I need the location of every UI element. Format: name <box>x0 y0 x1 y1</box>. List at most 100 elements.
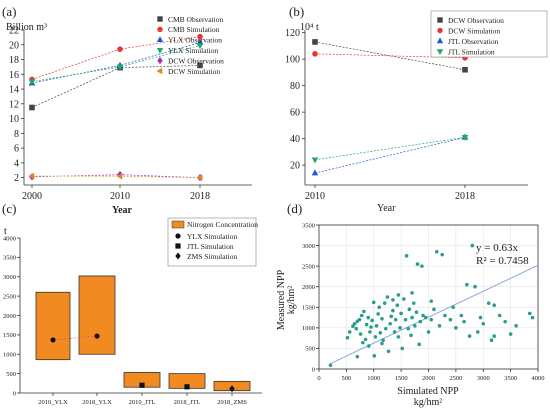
panel-b-ytick-label: 20 <box>290 161 300 172</box>
panel-a-data-point <box>197 62 203 69</box>
panel-a-xlabel: Year <box>112 205 133 216</box>
panel-c-ytick-label: 3000 <box>3 274 16 281</box>
panel-b-legend-marker <box>436 37 444 44</box>
panel-d-scatter-point <box>459 313 464 318</box>
panel-d-scatter-point <box>381 338 385 343</box>
panel-c-ytick-label: 1000 <box>3 352 16 359</box>
panel-d-scatter-point <box>448 317 453 322</box>
panel-a-ytick-label: 18 <box>9 55 19 66</box>
panel-d-ylabel-unit: kg/hm² <box>286 286 297 315</box>
panel-b-data-point <box>311 157 319 164</box>
panel-c-ytick-label: 0 <box>13 390 16 397</box>
panel-b-data-point <box>312 39 318 45</box>
panel-d-xtick-label: 500 <box>342 375 352 382</box>
panel-a-data-point <box>29 104 35 111</box>
panel-d-scatter-point <box>407 307 412 312</box>
panel-d-scatter-point <box>399 311 403 316</box>
panel-d-xtick-label: 2500 <box>449 375 462 382</box>
panel-d-scatter-point <box>366 315 371 320</box>
panel-d-scatter-point <box>410 315 414 320</box>
panel-d-scatter-point <box>406 326 411 331</box>
panel-d-xtick-label: 3000 <box>477 375 490 382</box>
panel-a-series-line <box>31 42 201 84</box>
panel-b-data-point <box>461 134 469 142</box>
panel-d-scatter-point <box>403 317 408 322</box>
panel-c-simulation-point <box>139 382 145 388</box>
panel-d-scatter-point <box>396 335 401 339</box>
panel-d-scatter-point <box>415 262 420 266</box>
panel-c-legend-marker <box>175 243 181 249</box>
panel-d-scatter-point <box>391 308 395 313</box>
panel-b-xlabel: Year <box>377 203 396 214</box>
panel-c-legend-label: Nitrogen Concentration <box>187 220 258 229</box>
panel-c-ytick-label: 500 <box>6 371 16 378</box>
panel-d-scatter-point <box>383 326 388 331</box>
panel-a-series-line <box>31 36 201 80</box>
panel-c-legend-label: YLX Simulation <box>187 232 237 241</box>
panel-a-legend-marker <box>156 36 164 43</box>
panel-a-data-point <box>116 172 123 180</box>
panel-a-legend-marker <box>156 47 164 54</box>
panel-d-scatter-point <box>361 340 365 345</box>
panel-d-tag: (d) <box>287 201 302 216</box>
panel-d-ytick-label: 3000 <box>302 243 315 250</box>
panel-d-scatter-point <box>478 315 483 320</box>
panel-d-scatter-point <box>371 300 376 305</box>
panel-d-ylabel: Measured NPP <box>276 269 287 330</box>
panel-b-legend-label: JTL Simulation <box>448 47 495 56</box>
panel-d-scatter-point <box>486 301 491 305</box>
panel-a-data-point <box>196 43 204 50</box>
panel-d-scatter-point <box>462 319 466 324</box>
panel-a-data-point <box>196 174 203 181</box>
panel-a-legend-label: CMB Observation <box>168 15 223 24</box>
panel-a-ytick-label: 14 <box>9 85 19 96</box>
panel-d-scatter-point <box>398 326 402 330</box>
panel-d-scatter-point <box>429 299 434 303</box>
panel-b-ytick-label: 60 <box>290 108 300 119</box>
panel-b-legend-marker <box>437 27 443 34</box>
panel-a-ytick-label: 2 <box>14 173 19 184</box>
panel-a-series-line <box>31 65 201 108</box>
panel-c-ylabel: t <box>4 226 7 237</box>
panel-a-xtick-label: 2010 <box>110 191 130 202</box>
panel-d-ytick-label: 1500 <box>302 305 315 312</box>
panel-a-ytick-label: 6 <box>14 144 19 155</box>
panel-d-scatter-point <box>426 330 431 334</box>
panel-c-legend-marker <box>175 252 181 260</box>
panel-d-scatter-point <box>492 334 497 338</box>
panel-a: (a) Billion m³ 2 4 6 8 10 12 14 16 18 20 22 2000 201… <box>2 4 252 216</box>
panel-d-scatter-point <box>377 305 382 310</box>
panel-b-series-line <box>314 136 466 161</box>
panel-c-ytick-label: 2500 <box>3 293 16 300</box>
panel-a-legend-label: DCW Simulation <box>168 67 220 76</box>
panel-a-tag: (a) <box>2 4 16 19</box>
panel-b-legend-marker <box>437 17 443 23</box>
panel-c-ytick-label: 4000 <box>3 235 16 242</box>
panel-d-scatter-point <box>402 297 406 301</box>
panel-b-xtick-label: 2010 <box>305 191 325 202</box>
panel-d-scatter-point <box>363 337 368 342</box>
panel-d-scatter-point <box>417 342 421 347</box>
panel-b-series-line <box>314 53 466 59</box>
panel-d-scatter-point <box>432 307 436 312</box>
panel-d-scatter-point <box>367 344 371 348</box>
panel-b-data-point <box>311 169 319 176</box>
panel-d-xtick-label: 1000 <box>367 375 380 382</box>
panel-a-xtick-label: 2018 <box>190 191 210 202</box>
panel-d-scatter-point <box>391 298 395 302</box>
panel-c-ytick-label: 1500 <box>3 332 16 339</box>
panel-d-r-squared: R² = 0.7458 <box>476 255 529 267</box>
panel-d-scatter-point <box>345 335 350 340</box>
panel-d-scatter-point <box>389 314 394 319</box>
panel-d-scatter-point <box>396 293 401 297</box>
panel-b-legend-label: JTL Observation <box>448 37 499 46</box>
panel-a-ytick-label: 8 <box>14 129 19 140</box>
panel-b-tag: (b) <box>289 4 304 19</box>
panel-d-scatter-point <box>418 319 423 324</box>
panel-d-scatter-point <box>393 317 398 322</box>
panel-d-scatter-point <box>410 291 414 295</box>
panel-d-ytick-label: 3500 <box>302 222 315 229</box>
panel-d-scatter-point <box>465 282 469 287</box>
panel-d-scatter-point <box>378 330 383 335</box>
